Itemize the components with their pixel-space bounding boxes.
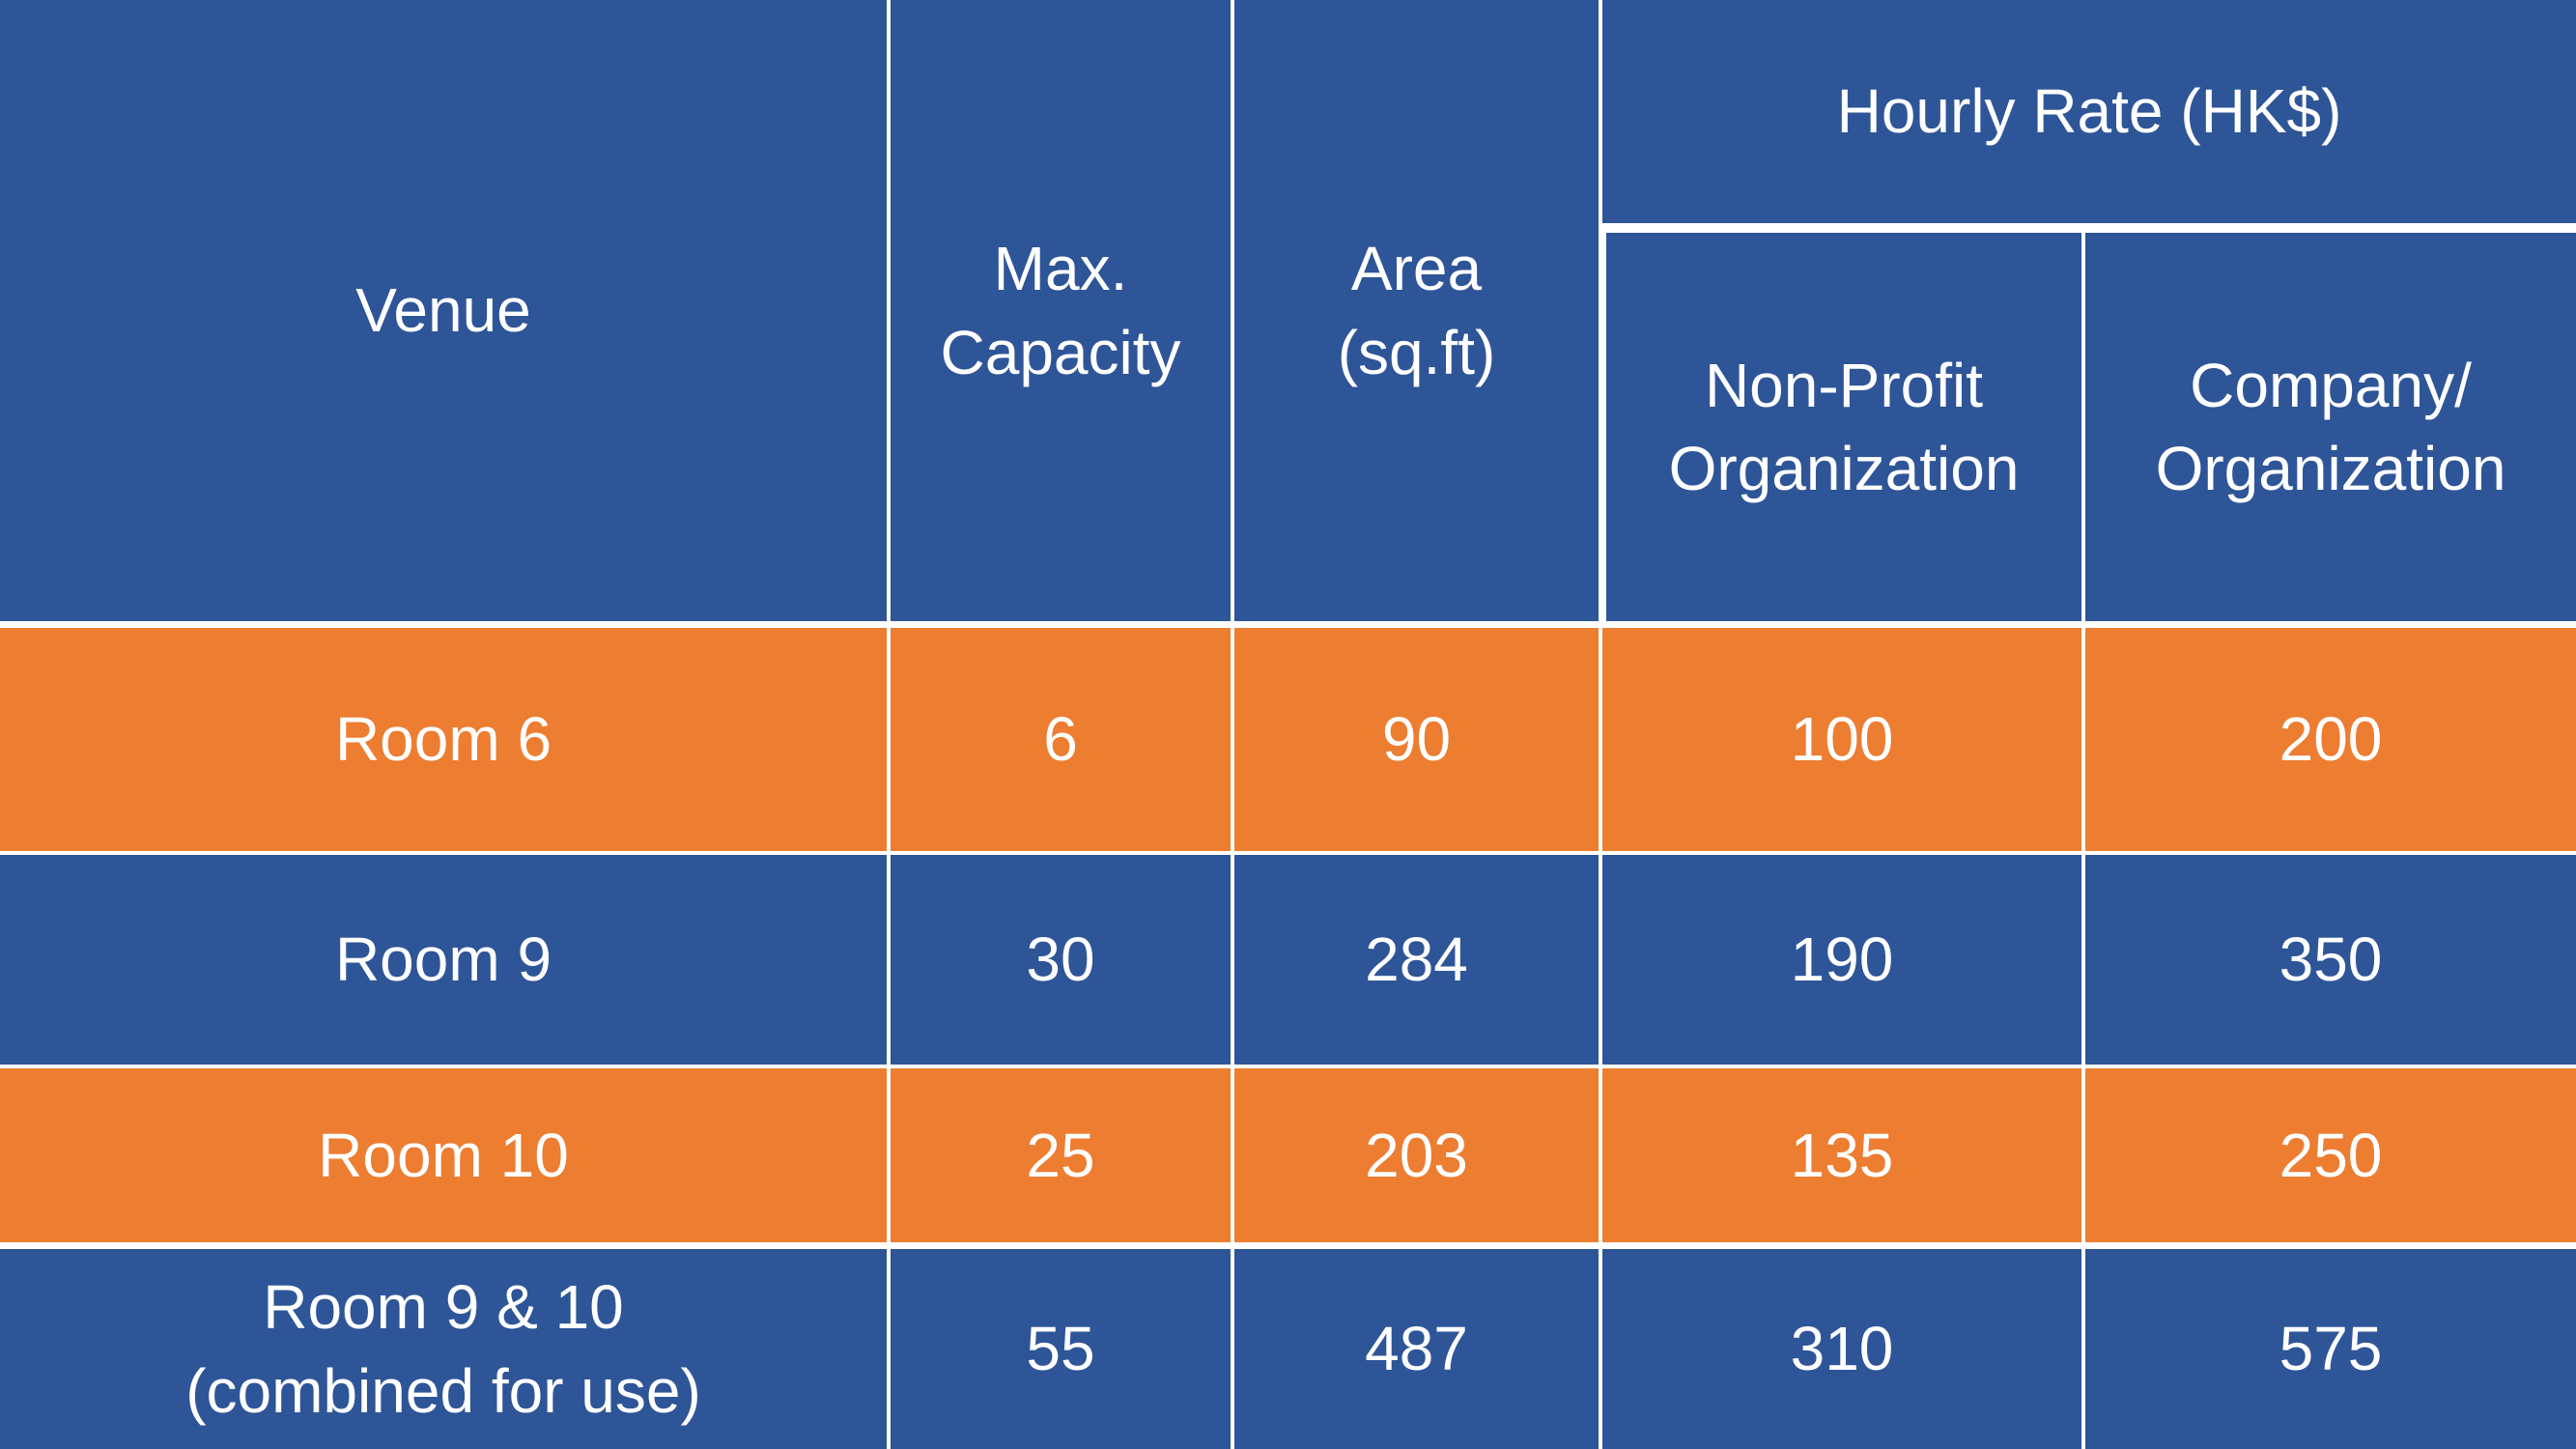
row-2-capacity: 30 xyxy=(891,855,1231,1065)
row-1-venue: Room 6 xyxy=(0,628,887,851)
row-1-area: 90 xyxy=(1234,628,1599,851)
row-3-company: 250 xyxy=(2085,1068,2576,1242)
row-4-area: 487 xyxy=(1234,1249,1599,1449)
row-3-capacity: 25 xyxy=(891,1068,1231,1242)
header-max-capacity: Max. Capacity xyxy=(891,0,1231,621)
row-3-venue: Room 10 xyxy=(0,1068,887,1242)
row-3-non-profit: 135 xyxy=(1602,1068,2081,1242)
row-4-company: 575 xyxy=(2085,1249,2576,1449)
row-4-non-profit: 310 xyxy=(1602,1249,2081,1449)
row-1-capacity: 6 xyxy=(891,628,1231,851)
row-4-capacity: 55 xyxy=(891,1249,1231,1449)
row-1-non-profit: 100 xyxy=(1602,628,2081,851)
header-area: Area (sq.ft) xyxy=(1234,0,1599,621)
row-2-venue: Room 9 xyxy=(0,855,887,1065)
header-non-profit: Non-Profit Organization xyxy=(1606,233,2081,621)
header-company: Company/ Organization xyxy=(2085,233,2576,621)
row-3-area: 203 xyxy=(1234,1068,1599,1242)
row-2-company: 350 xyxy=(2085,855,2576,1065)
row-2-area: 284 xyxy=(1234,855,1599,1065)
header-hourly-rate: Hourly Rate (HK$) xyxy=(1602,0,2576,223)
header-venue: Venue xyxy=(0,0,887,621)
row-4-venue: Room 9 & 10 (combined for use) xyxy=(0,1249,887,1449)
row-1-company: 200 xyxy=(2085,628,2576,851)
row-2-non-profit: 190 xyxy=(1602,855,2081,1065)
